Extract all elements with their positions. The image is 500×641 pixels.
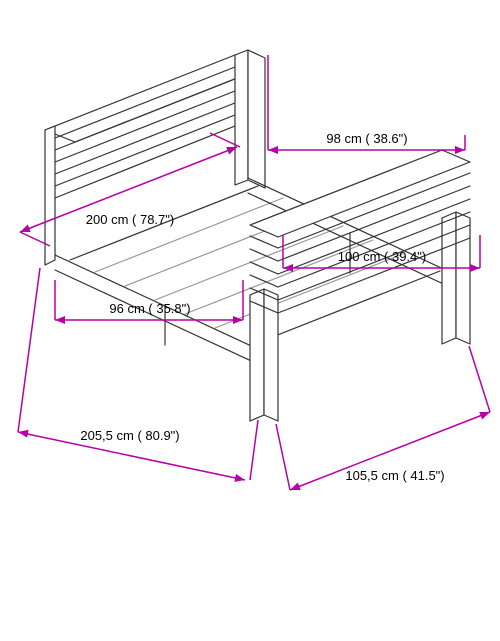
dim-label: 205,5 cm ( 80.9"): [80, 428, 179, 443]
dimension-diagram: 98 cm ( 38.6") 200 cm ( 78.7") 100 cm ( …: [0, 0, 500, 641]
bed-frame: [45, 50, 470, 421]
dim-label: 96 cm ( 35.8"): [109, 301, 190, 316]
dim-label: 200 cm ( 78.7"): [86, 212, 174, 227]
dim-headboard-width: 98 cm ( 38.6"): [268, 55, 465, 154]
dim-label: 98 cm ( 38.6"): [326, 131, 407, 146]
headboard: [45, 50, 265, 265]
dim-outer-width: 105,5 cm ( 41.5"): [276, 346, 491, 494]
footboard: [250, 150, 470, 421]
dim-label: 100 cm ( 39.4"): [338, 249, 426, 264]
dim-label: 105,5 cm ( 41.5"): [345, 468, 444, 483]
